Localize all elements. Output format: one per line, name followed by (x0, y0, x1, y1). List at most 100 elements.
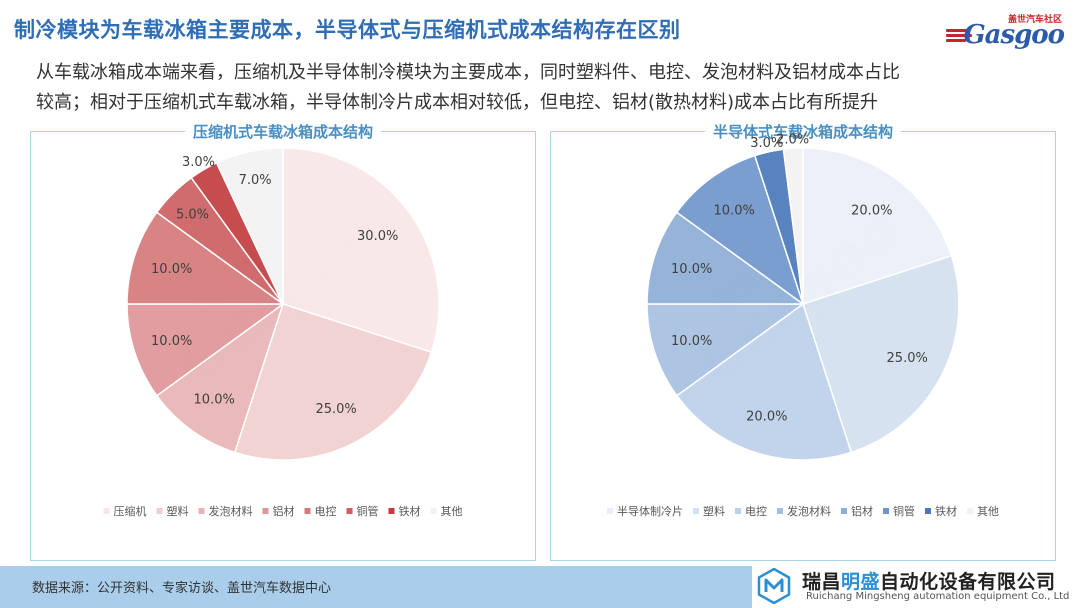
company-name: 瑞昌明盛自动化设备有限公司 (802, 567, 1056, 594)
company-brand: 瑞昌明盛自动化设备有限公司 Ruichang Mingsheng automat… (756, 566, 1080, 608)
subtitle: 从车载冰箱成本端来看，压缩机及半导体制冷模块为主要成本，同时塑料件、电控、发泡材… (36, 58, 1056, 118)
legend-item-5: 铝材 (841, 504, 873, 518)
pie-data-label-6: 10.0% (714, 203, 755, 218)
legend-swatch (304, 508, 311, 514)
pie-data-label-8: 7.0% (239, 173, 272, 188)
legend-label: 发泡材料 (787, 504, 831, 518)
pie-slice-5 (646, 211, 806, 305)
logo-speed-bars (946, 29, 974, 47)
gasgoo-logo: 盖世汽车社区 Gasgoo (944, 12, 1065, 50)
company-name-accent: 明盛 (841, 571, 881, 593)
page-title: 制冷模块为车载冰箱主要成本，半导体式与压缩机式成本结构存在区别 (14, 18, 681, 42)
legend-item-6: 铜管 (346, 504, 379, 518)
legend-swatch (262, 508, 269, 514)
pie-slice-5 (126, 211, 286, 305)
company-name-pre: 瑞昌 (802, 571, 842, 593)
legend-label: 电控 (315, 504, 337, 518)
legend-item-2: 塑料 (156, 504, 189, 518)
logo-wordmark: Gasgoo (963, 20, 1065, 50)
pie-data-label-1: 20.0% (851, 203, 892, 218)
pie-data-label-4: 10.0% (671, 334, 712, 349)
pie-slices (646, 147, 960, 461)
pie-data-label-3: 20.0% (746, 409, 787, 424)
legend-swatch (735, 508, 741, 514)
compressor-chart-title-wrap: 压缩机式车载冰箱成本结构 (31, 121, 535, 142)
subtitle-line-2: 较高；相对于压缩机式车载冰箱，半导体制冷片成本相对较低，但电控、铝材(散热材料)… (36, 92, 879, 113)
company-name-post: 自动化设备有限公司 (880, 571, 1056, 593)
legend-label: 塑料 (703, 504, 725, 518)
legend-item-3: 电控 (735, 504, 767, 518)
pie-data-label-7: 3.0% (182, 155, 215, 170)
legend-item-7: 铁材 (925, 504, 957, 518)
legend-item-1: 半导体制冷片 (607, 504, 683, 518)
pie-slice-3 (155, 302, 285, 454)
legend-item-1: 压缩机 (103, 504, 147, 518)
legend-item-5: 电控 (304, 504, 337, 518)
pie-legend: 半导体制冷片 塑料 电控 发泡材料 铝材 铜管 铁材 其他 (607, 504, 999, 518)
pie-slices (126, 147, 440, 461)
legend-item-4: 铝材 (262, 504, 295, 518)
legend-swatch (841, 508, 847, 514)
legend-swatch (607, 508, 613, 514)
legend-swatch (925, 508, 931, 514)
pie-labels: 20.0% 25.0% 20.0% 10.0% 10.0% 10.0% 3.0%2.0% (671, 132, 928, 424)
legend-swatch (777, 508, 783, 514)
legend-label: 发泡材料 (209, 504, 253, 518)
legend-swatch (430, 508, 437, 514)
pie-data-label-7: 3.0% (750, 136, 783, 151)
legend-label: 铁材 (935, 504, 957, 518)
pie-slice-2 (233, 303, 433, 461)
subtitle-line-1: 从车载冰箱成本端来看，压缩机及半导体制冷模块为主要成本，同时塑料件、电控、发泡材… (36, 62, 900, 83)
legend-label: 铝材 (851, 504, 873, 518)
pie-slice-4 (126, 303, 286, 397)
pie-data-label-2: 25.0% (315, 402, 356, 417)
legend-label: 半导体制冷片 (617, 504, 683, 518)
pie-data-label-3: 10.0% (194, 393, 235, 408)
pie-data-label-1: 30.0% (357, 229, 398, 244)
semiconductor-pie-chart: 盖世汽车Gasgoo20.0%25.0%20.0%10.0%10.0%10.0%… (607, 132, 999, 518)
legend-item-2: 塑料 (693, 504, 725, 518)
legend-label: 铝材 (273, 504, 295, 518)
pie-data-label-8: 2.0% (776, 132, 809, 147)
pie-slice-8 (782, 147, 804, 305)
legend-item-8: 其他 (430, 505, 463, 518)
legend-swatch (693, 508, 699, 514)
legend-item-8: 其他 (967, 505, 999, 518)
legend-label: 铜管 (357, 504, 379, 518)
pie-slice-1 (282, 147, 440, 354)
pie-labels: 30.0% 25.0% 10.0% 10.0% 10.0% 5.0% 3.0% 7.0% (151, 155, 398, 417)
legend-label: 铜管 (893, 504, 915, 518)
legend-label: 铁材 (399, 504, 421, 518)
pie-slice-3 (675, 302, 853, 461)
legend-swatch (198, 508, 205, 514)
legend-swatch (346, 508, 353, 514)
legend-swatch (967, 508, 973, 514)
pie-data-label-4: 10.0% (151, 334, 192, 349)
semiconductor-chart-title-wrap: 半导体式车载冰箱成本结构 (551, 121, 1055, 142)
pie-slice-6 (675, 154, 805, 306)
legend-swatch (883, 508, 889, 514)
pie-data-label-5: 10.0% (671, 262, 712, 277)
pie-slice-1 (802, 147, 953, 306)
pie-data-label-2: 25.0% (887, 351, 928, 366)
legend-item-4: 发泡材料 (777, 504, 831, 518)
logo-cn-text: 盖世汽车社区 (1007, 15, 1062, 25)
compressor-chart-title: 压缩机式车载冰箱成本结构 (184, 123, 381, 141)
source-footer: 数据来源：公开资料、专家访谈、盖世汽车数据中心 (0, 566, 752, 608)
pie-data-label-5: 10.0% (151, 262, 192, 277)
legend-swatch (103, 508, 110, 514)
semiconductor-chart-panel: 半导体式车载冰箱成本结构 盖世汽车Gasgoo20.0%25.0%20.0%10… (550, 123, 1056, 561)
legend-swatch (156, 508, 163, 514)
company-logo-icon (757, 568, 791, 604)
pie-slice-2 (802, 254, 960, 454)
legend-label: 其他 (977, 505, 999, 518)
pie-data-label-6: 5.0% (176, 208, 209, 223)
legend-item-7: 铁材 (388, 504, 421, 518)
legend-label: 其他 (441, 505, 463, 518)
legend-item-3: 发泡材料 (198, 504, 253, 518)
pie-slice-4 (646, 303, 806, 397)
legend-label: 电控 (745, 504, 767, 518)
source-text: 数据来源：公开资料、专家访谈、盖世汽车数据中心 (32, 581, 332, 596)
legend-swatch (388, 508, 395, 514)
legend-item-6: 铜管 (883, 504, 915, 518)
